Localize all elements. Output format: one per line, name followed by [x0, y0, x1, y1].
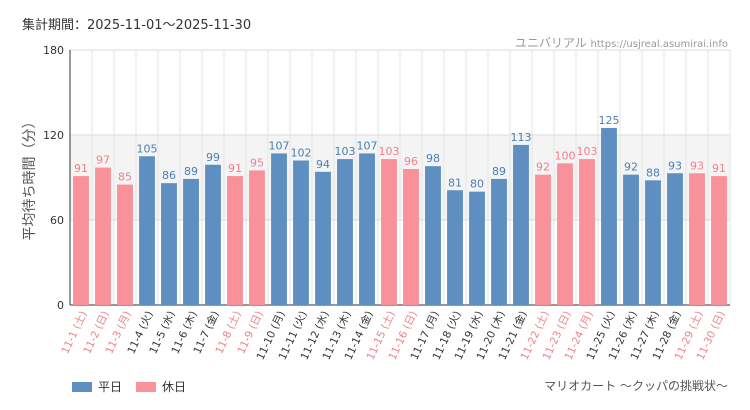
bar[interactable] [249, 170, 265, 305]
bar[interactable] [337, 159, 353, 305]
legend-holiday-swatch [136, 381, 157, 392]
bar[interactable] [403, 169, 419, 305]
chart-legend: 平日 休日 [72, 378, 186, 395]
data-label: 91 [712, 162, 726, 175]
bar[interactable] [205, 164, 221, 305]
bar[interactable] [271, 153, 287, 305]
data-label: 94 [316, 158, 330, 171]
bar[interactable] [161, 183, 177, 305]
bar[interactable] [491, 178, 507, 305]
legend-holiday-label: 休日 [162, 380, 187, 394]
data-label: 103 [577, 145, 598, 158]
bar[interactable] [513, 144, 529, 305]
data-label: 96 [404, 155, 418, 168]
y-tick-label: 180 [43, 44, 64, 57]
bar[interactable] [579, 159, 595, 305]
bar[interactable] [425, 166, 441, 305]
bar[interactable] [645, 180, 661, 305]
data-label: 103 [335, 145, 356, 158]
bar[interactable] [601, 127, 617, 306]
bar[interactable] [73, 176, 89, 305]
legend-holiday[interactable]: 休日 [136, 378, 186, 395]
bar[interactable] [535, 174, 551, 305]
data-label: 92 [624, 161, 638, 174]
bar[interactable] [227, 176, 243, 305]
bar[interactable] [293, 160, 309, 306]
site-url[interactable]: https://usjreal.asumirai.info [590, 39, 728, 50]
data-label: 100 [555, 149, 576, 162]
y-tick-label: 120 [43, 129, 64, 142]
bar[interactable] [689, 173, 705, 305]
bar[interactable] [447, 190, 463, 305]
data-label: 105 [137, 142, 158, 155]
bar[interactable] [381, 159, 397, 305]
legend-weekday[interactable]: 平日 [72, 378, 122, 395]
data-label: 89 [492, 165, 506, 178]
data-label: 98 [426, 152, 440, 165]
data-label: 85 [118, 171, 132, 184]
data-label: 103 [379, 145, 400, 158]
data-label: 81 [448, 176, 462, 189]
data-label: 102 [291, 147, 312, 160]
y-axis-title: 平均待ち時間（分） [22, 115, 38, 241]
data-label: 80 [470, 178, 484, 191]
data-label: 92 [536, 161, 550, 174]
legend-weekday-label: 平日 [98, 380, 123, 394]
data-label: 95 [250, 156, 264, 169]
y-tick-label: 0 [57, 299, 64, 312]
data-label: 91 [74, 162, 88, 175]
data-label: 86 [162, 169, 176, 182]
data-label: 93 [690, 159, 704, 172]
y-tick-label: 60 [50, 214, 64, 227]
data-label: 99 [206, 151, 220, 164]
data-label: 113 [511, 131, 532, 144]
data-label: 107 [269, 139, 290, 152]
attraction-name: マリオカート 〜クッパの挑戦状〜 [544, 379, 728, 393]
bar[interactable] [469, 191, 485, 305]
data-label: 93 [668, 159, 682, 172]
bar[interactable] [711, 176, 727, 305]
data-label: 107 [357, 139, 378, 152]
data-label: 97 [96, 154, 110, 167]
site-name: ユニバリアル [514, 36, 587, 50]
bar[interactable] [139, 156, 155, 305]
data-label: 125 [599, 114, 620, 127]
data-label: 88 [646, 166, 660, 179]
data-label: 91 [228, 162, 242, 175]
bar[interactable] [667, 173, 683, 305]
bar[interactable] [117, 184, 133, 305]
legend-weekday-swatch [72, 381, 92, 392]
site-credit: ユニバリアル https://usjreal.asumirai.info [515, 34, 728, 51]
data-label: 89 [184, 165, 198, 178]
bar[interactable] [359, 153, 375, 305]
bar[interactable] [557, 163, 573, 305]
bar[interactable] [623, 174, 639, 305]
bar[interactable] [315, 171, 331, 305]
bar[interactable] [95, 167, 111, 305]
bar[interactable] [183, 178, 199, 305]
period-label: 集計期間：2025-11-01〜2025-11-30 [22, 18, 252, 33]
